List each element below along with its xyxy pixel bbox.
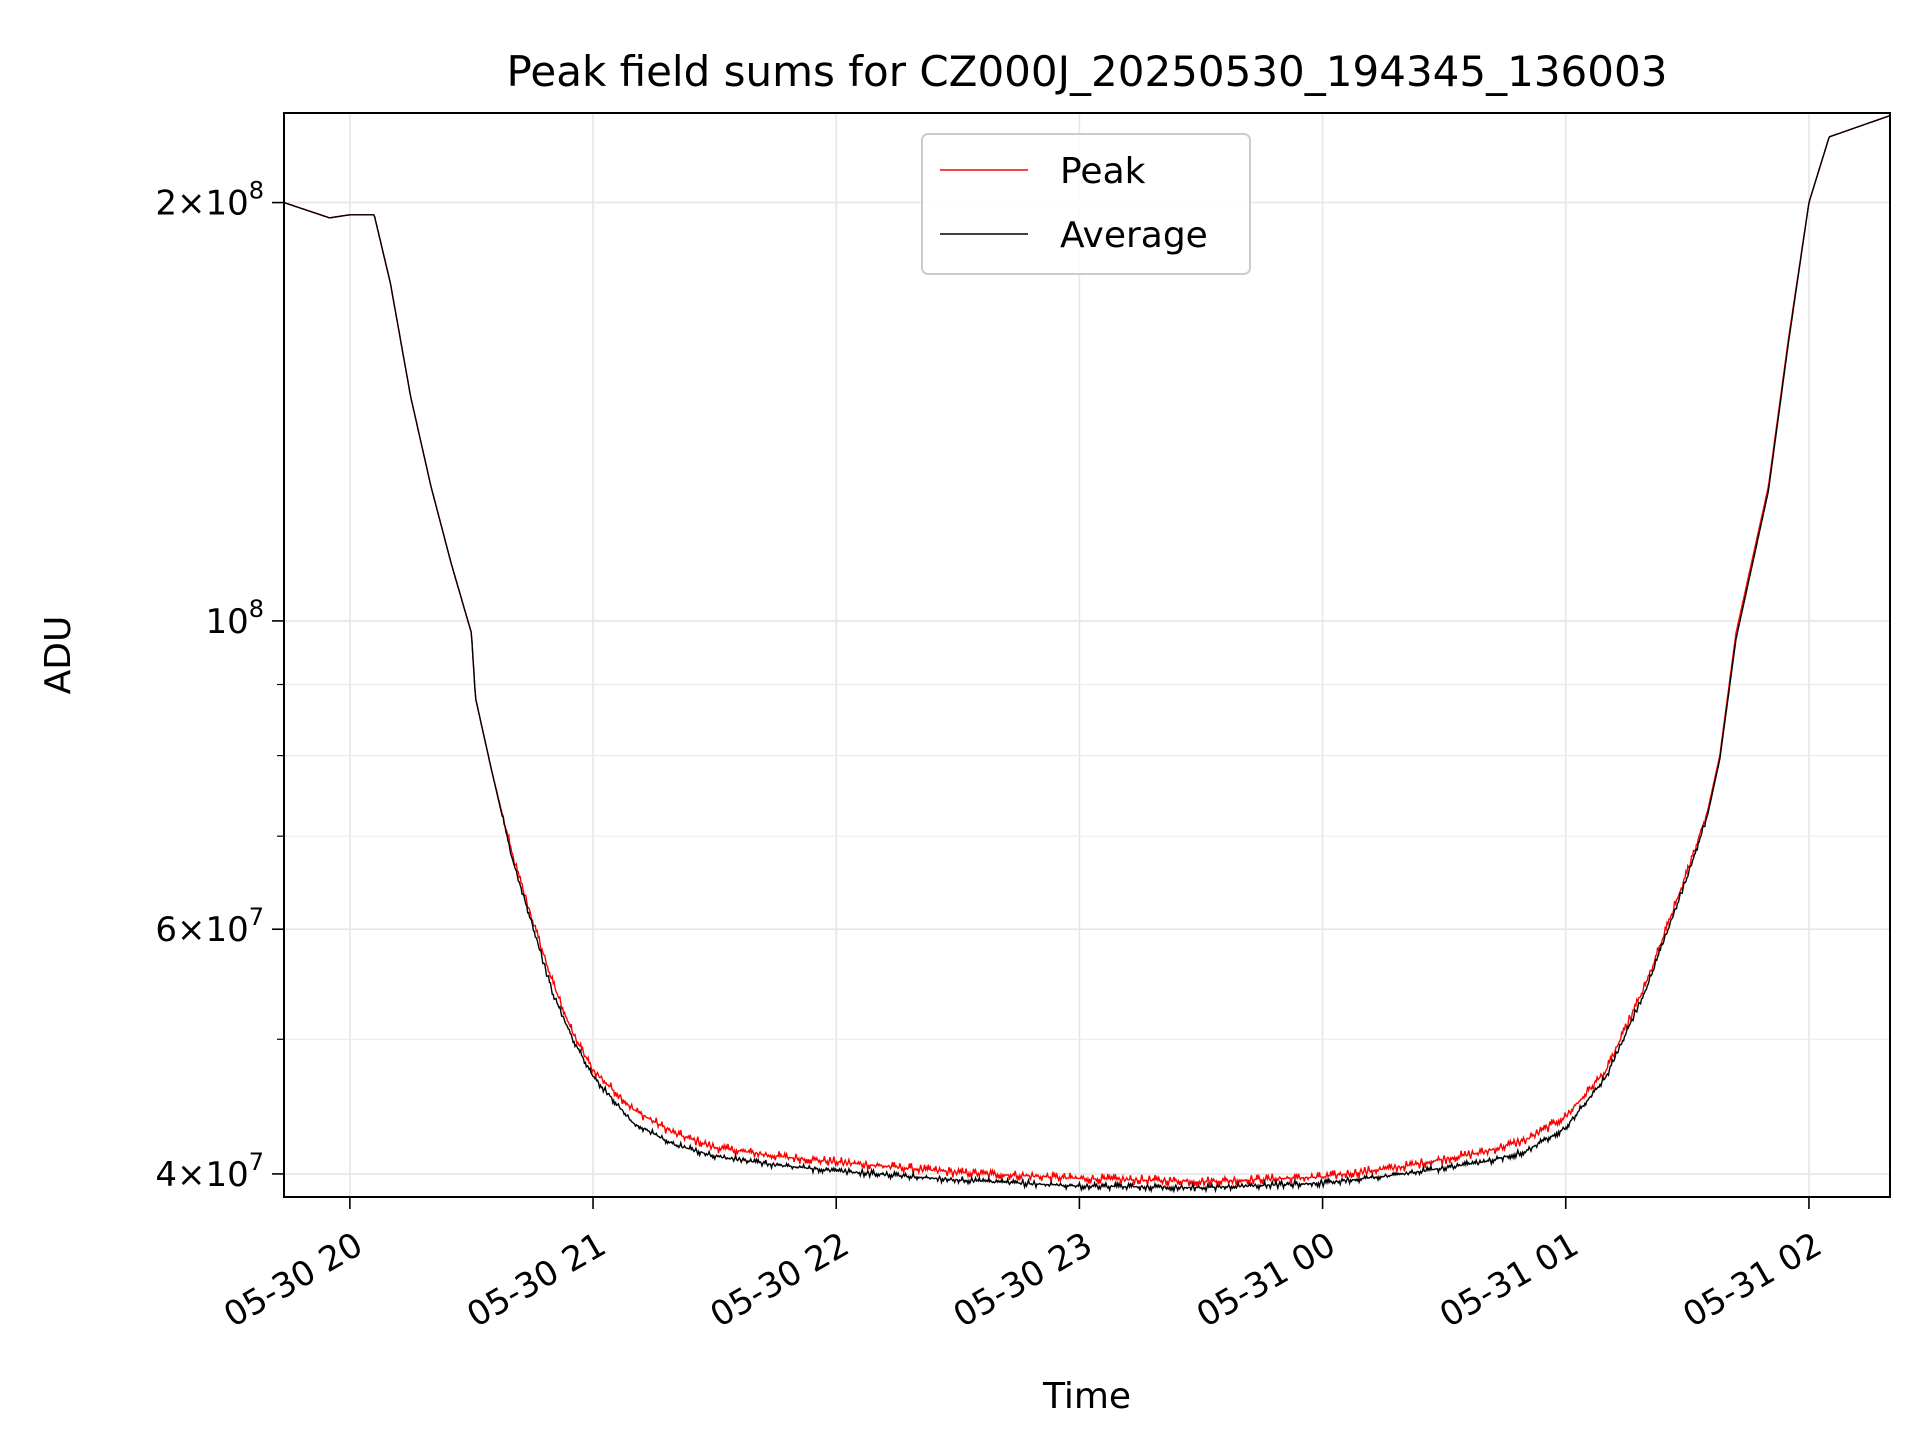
y-tick-label: 4×107 (155, 1148, 264, 1195)
y-tick-label: 108 (205, 595, 264, 642)
series-line-average (283, 114, 1891, 1194)
chart-title: Peak field sums for CZ000J_20250530_1943… (507, 47, 1668, 96)
legend: Peak Average (921, 133, 1251, 275)
y-axis-label: ADU (38, 616, 79, 695)
legend-label-peak: Peak (1060, 151, 1146, 192)
series-line-peak (283, 114, 1891, 1188)
plot-frame (283, 112, 1891, 1198)
legend-box (921, 133, 1251, 275)
series-layer (283, 114, 1891, 1194)
x-axis-label: Time (1042, 1376, 1131, 1417)
y-axis-ticks: 4×107 6×107 108 2×108 (155, 177, 284, 1195)
legend-label-average: Average (1060, 215, 1208, 256)
y-tick-label: 6×107 (155, 903, 264, 950)
y-tick-label: 2×108 (155, 177, 264, 224)
